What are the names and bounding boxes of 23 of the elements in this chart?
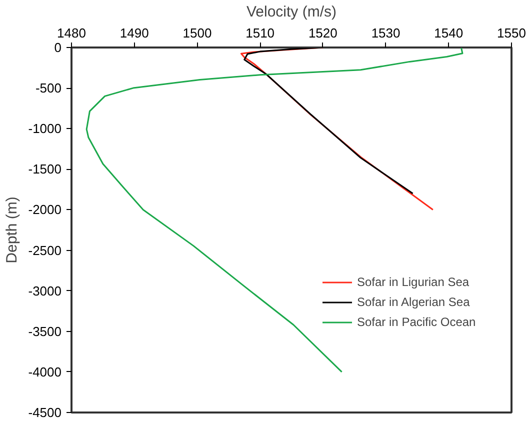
y-tick-label: -3000: [28, 283, 62, 298]
y-tick-label: 0: [54, 40, 62, 55]
y-tick-label: -1000: [28, 121, 62, 136]
x-tick-label: 1500: [182, 26, 212, 40]
y-tick-label: -2000: [28, 202, 62, 218]
y-tick-label: -500: [35, 80, 62, 96]
legend-label: Sofar in Ligurian Sea: [357, 275, 470, 289]
x-tick-label: 1540: [434, 26, 464, 40]
y-tick-label: -3500: [28, 324, 62, 339]
y-tick-label: -2500: [28, 242, 62, 258]
x-tick-label: 1520: [308, 26, 338, 40]
y-tick-label: -1500: [28, 162, 62, 177]
y-tick-label: -4500: [28, 405, 62, 420]
x-tick-label: 1510: [246, 26, 275, 40]
x-tick-label: 1480: [57, 26, 86, 40]
legend-label: Sofar in Pacific Ocean: [357, 315, 476, 329]
y-tick-label: -4000: [28, 364, 62, 380]
x-tick-label: 1490: [120, 26, 149, 40]
x-axis-title: Velocity (m/s): [246, 4, 337, 20]
legend-label: Sofar in Algerian Sea: [357, 295, 470, 309]
x-tick-label: 1530: [371, 26, 400, 40]
y-axis-title: Depth (m): [3, 196, 20, 264]
x-tick-label: 1550: [497, 26, 526, 40]
